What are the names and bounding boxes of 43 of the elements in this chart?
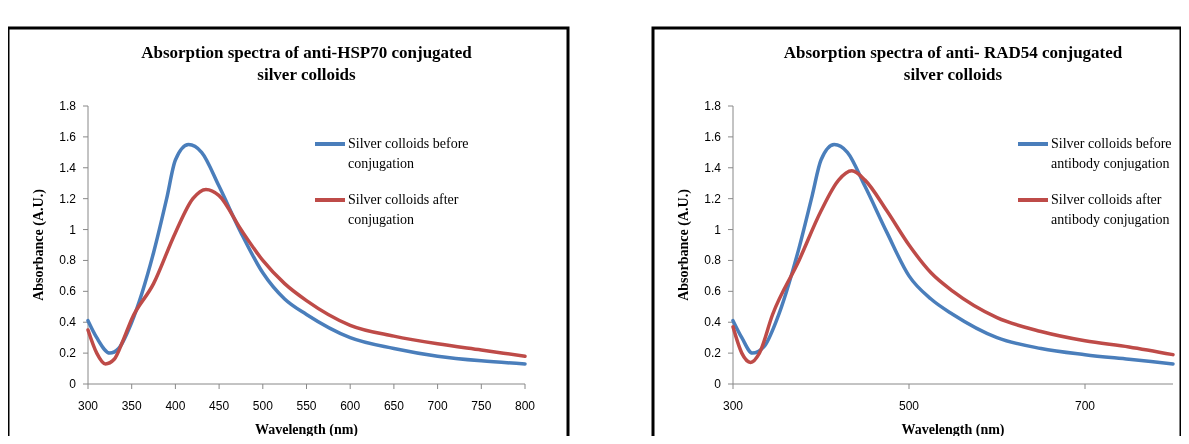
legend-label: Silver colloids before antibody conjugation: [1051, 136, 1172, 171]
x-tick-label: 500: [252, 399, 274, 413]
x-tick-label: 800: [514, 399, 536, 413]
x-tick-label: 700: [427, 399, 448, 413]
x-tick-label: 550: [296, 399, 317, 413]
x-tick-label: 600: [340, 399, 361, 413]
line-series: [86, 187, 527, 366]
legend-label: Silver colloids after antibody conjugation: [1051, 192, 1170, 227]
y-tick-label: 0.2: [704, 346, 722, 361]
y-tick-label: 1.4: [704, 160, 722, 175]
y-tick-label: 0.6: [59, 284, 77, 299]
y-tick-label: 0.2: [59, 346, 77, 361]
y-tick-label: 1.8: [59, 99, 77, 113]
y-tick-label: 0: [69, 377, 77, 391]
y-tick-label: 1.6: [59, 129, 77, 144]
legend-label: Silver colloids after conjugation: [348, 192, 459, 227]
y-tick-label: 1: [69, 222, 77, 237]
y-axis-title: Absorbance (A.U.): [676, 188, 692, 301]
y-tick-label: 0.8: [59, 253, 77, 268]
y-tick-label: 1.2: [704, 191, 722, 206]
y-tick-label: 1.2: [59, 191, 77, 206]
y-tick-label: 0.6: [704, 284, 722, 299]
y-axis-title: Absorbance (A.U.): [31, 188, 47, 301]
x-tick-label: 650: [383, 399, 405, 413]
y-tick-label: 0.4: [704, 315, 722, 330]
x-tick-label: 450: [209, 399, 230, 413]
y-tick-label: 0: [714, 377, 722, 391]
y-tick-label: 1.8: [704, 99, 722, 113]
y-tick-label: 1.6: [704, 129, 722, 144]
y-tick-label: 1.4: [59, 160, 77, 175]
y-tick-label: 0.8: [704, 253, 722, 268]
legend-label: Silver colloids before conjugation: [348, 136, 469, 171]
x-tick-label: 400: [165, 399, 186, 413]
x-tick-label: 350: [121, 399, 143, 413]
y-tick-label: 1: [714, 222, 722, 237]
x-tick-label: 300: [722, 399, 744, 413]
x-tick-label: 750: [471, 399, 492, 413]
chart-title: Absorption spectra of anti-HSP70 conjugated silver colloids: [141, 43, 473, 84]
x-tick-label: 500: [898, 399, 920, 413]
y-tick-label: 0.4: [59, 315, 77, 330]
x-tick-label: 700: [1074, 399, 1096, 413]
x-tick-label: 300: [77, 399, 99, 413]
chart-title: Absorption spectra of anti- RAD54 conjugated silver colloids: [783, 43, 1123, 84]
